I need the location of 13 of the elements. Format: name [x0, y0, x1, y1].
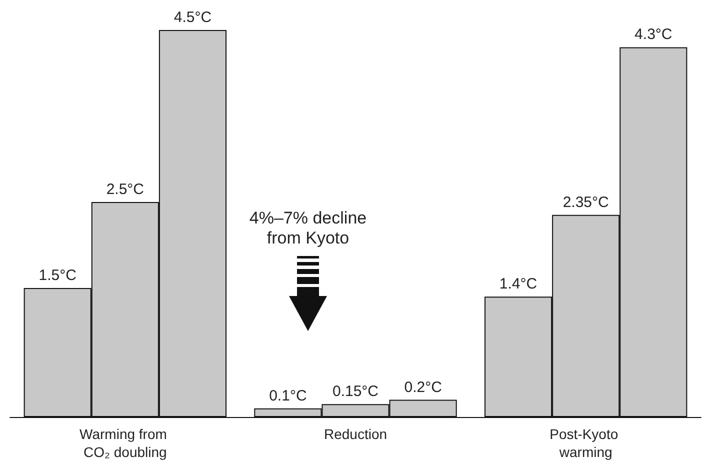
data-label: 2.5°C: [106, 181, 144, 198]
data-label: 4.5°C: [174, 9, 212, 26]
annotation: 4%–7% decline from Kyoto: [249, 208, 367, 248]
data-label: 1.5°C: [38, 267, 77, 284]
data-label: 0.15°C: [332, 383, 379, 400]
data-label: 0.2°C: [404, 378, 442, 396]
data-label: 0.1°C: [269, 387, 307, 404]
data-label: 2.35°C: [562, 194, 610, 211]
data-label: 1.4°C: [499, 276, 538, 293]
data-label: 4.3°C: [634, 26, 672, 44]
x-tick-label: Warming from CO₂ doubling: [80, 426, 171, 460]
x-tick-label: Post-Kyoto warming: [550, 426, 622, 460]
x-tick-label: Reduction: [324, 426, 388, 442]
